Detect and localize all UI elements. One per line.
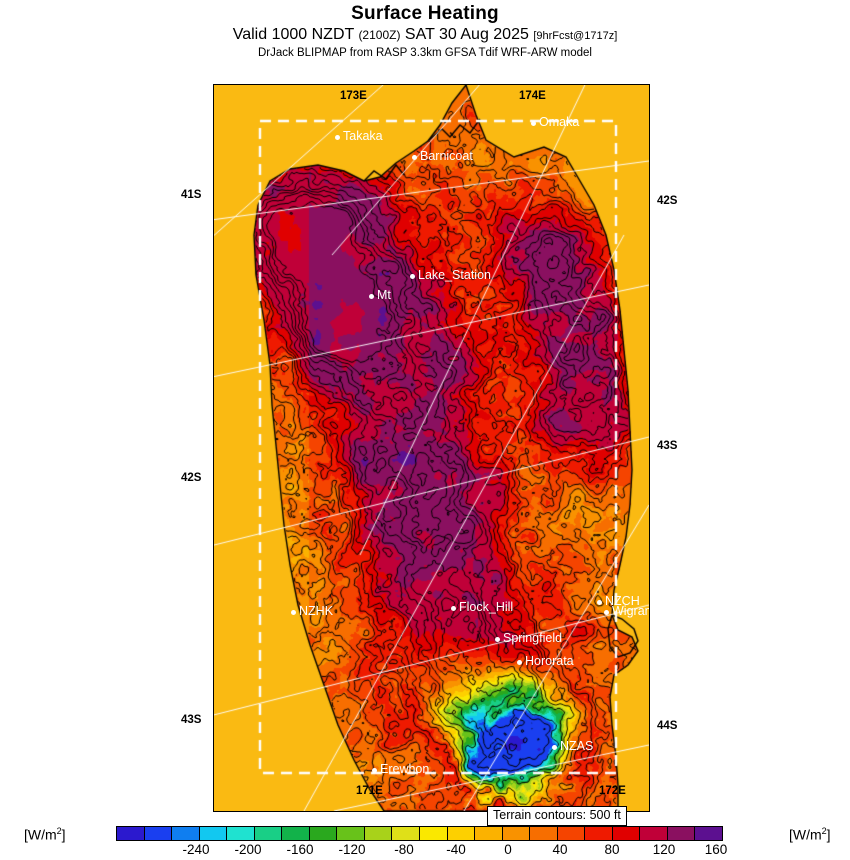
city-label: NZAS bbox=[560, 739, 594, 753]
city-label: Takaka bbox=[343, 129, 383, 143]
city-label: Springfield bbox=[503, 631, 563, 645]
graticule-label: 174E bbox=[519, 90, 546, 102]
valid-time-line: Valid 1000 NZDT (2100Z) SAT 30 Aug 2025 … bbox=[0, 25, 850, 46]
graticule-label: 173E bbox=[340, 90, 367, 102]
colorbar-swatch bbox=[254, 827, 283, 840]
colorbar-swatch bbox=[447, 827, 476, 840]
colorbar-tick: -240 bbox=[182, 842, 210, 857]
colorbar-swatch bbox=[392, 827, 421, 840]
city-label: Lake_Station bbox=[418, 268, 491, 282]
graticule-label: 171E bbox=[356, 785, 383, 797]
colorbar-swatch bbox=[667, 827, 696, 840]
colorbar-swatch bbox=[502, 827, 531, 840]
city-dot-icon bbox=[531, 121, 536, 126]
city-label: NZCH bbox=[605, 594, 640, 608]
city-label: Hororata bbox=[525, 654, 574, 668]
colorbar-swatch bbox=[640, 827, 668, 840]
colorbar-swatch bbox=[585, 827, 613, 840]
colorbar-tick: 80 bbox=[604, 842, 620, 857]
colorbar-swatch bbox=[199, 827, 228, 840]
city-dot-icon bbox=[369, 294, 374, 299]
lat-axis-label: 42S bbox=[181, 472, 202, 484]
chart-header: Surface Heating Valid 1000 NZDT (2100Z) … bbox=[0, 0, 850, 61]
colorbar-tick: 0 bbox=[504, 842, 512, 857]
city-dot-icon bbox=[335, 135, 340, 140]
colorbar-tick-labels: -240 -200 -160 -120 -80 -40 0 40 80 120 160 bbox=[0, 842, 850, 860]
colorbar-swatch bbox=[144, 827, 173, 840]
colorbar-swatch bbox=[475, 827, 503, 840]
colorbar-tick: -80 bbox=[394, 842, 414, 857]
colorbar-tick: -200 bbox=[234, 842, 262, 857]
graticule-label: 172E bbox=[599, 785, 626, 797]
city-dot-icon bbox=[604, 610, 609, 615]
colorbar-swatch bbox=[557, 827, 586, 840]
colorbar-tick: 160 bbox=[704, 842, 728, 857]
city-dot-icon bbox=[372, 768, 377, 773]
lat-axis-label: 44S bbox=[657, 720, 678, 732]
city-dot-icon bbox=[495, 637, 500, 642]
city-label: Omaka bbox=[539, 115, 580, 129]
colorbar-swatch bbox=[337, 827, 365, 840]
city-label: Mt bbox=[377, 288, 391, 302]
city-dot-icon bbox=[291, 610, 296, 615]
lat-axis-label: 43S bbox=[657, 440, 678, 452]
valid-time-prefix: Valid 1000 NZDT bbox=[232, 26, 354, 43]
valid-time-zulu: (2100Z) bbox=[358, 28, 401, 42]
map-overlay: 173E 174E 171E 172E Takaka Omaka Barnicoat Lake… bbox=[214, 85, 649, 811]
colorbar-swatch bbox=[282, 827, 310, 840]
model-line: DrJack BLIPMAP from RASP 3.3km GFSA Tdif… bbox=[257, 47, 592, 59]
lat-axis-label: 42S bbox=[657, 195, 678, 207]
colorbar-swatch bbox=[227, 827, 255, 840]
colorbar-tick: 40 bbox=[552, 842, 568, 857]
city-label: Barnicoat bbox=[420, 149, 473, 163]
colorbar: [W/m2] -240 -200 -160 -120 -80 -40 0 40 80 120 160… bbox=[0, 824, 850, 860]
surface-heating-heatmap bbox=[214, 85, 649, 811]
lat-axis-label: 41S bbox=[181, 189, 202, 201]
city-label: Wigram bbox=[612, 604, 649, 618]
map-plot-area: 173E 174E 171E 172E Takaka Omaka Barnicoat Lake… bbox=[213, 84, 650, 812]
city-dot-icon bbox=[597, 600, 602, 605]
valid-date: SAT 30 Aug 2025 bbox=[404, 26, 529, 43]
terrain-contour-note: Terrain contours: 500 ft bbox=[487, 806, 627, 826]
colorbar-gradient bbox=[116, 826, 723, 841]
colorbar-swatch bbox=[420, 827, 448, 840]
city-label: NZHK bbox=[299, 604, 334, 618]
colorbar-unit-right: [W/m2] bbox=[789, 826, 831, 843]
colorbar-tick: -40 bbox=[446, 842, 466, 857]
city-dot-icon bbox=[552, 745, 557, 750]
colorbar-swatch bbox=[530, 827, 558, 840]
colorbar-swatch bbox=[612, 827, 641, 840]
colorbar-tick: -160 bbox=[286, 842, 314, 857]
forecast-tag: [9hrFcst@1717z] bbox=[533, 30, 618, 42]
colorbar-tick: 120 bbox=[652, 842, 676, 857]
city-dot-icon bbox=[451, 606, 456, 611]
colorbar-swatch bbox=[309, 827, 338, 840]
colorbar-tick: -120 bbox=[338, 842, 366, 857]
page-title: Surface Heating bbox=[351, 3, 499, 24]
city-dot-icon bbox=[412, 155, 417, 160]
colorbar-swatch bbox=[364, 827, 393, 840]
city-label: Erewhon bbox=[380, 762, 430, 776]
city-dot-icon bbox=[410, 274, 415, 279]
colorbar-swatch bbox=[172, 827, 200, 840]
colorbar-unit-left: [W/m2] bbox=[24, 826, 66, 843]
city-label: Flock_Hill bbox=[459, 600, 514, 614]
lat-axis-label: 43S bbox=[181, 714, 202, 726]
city-dot-icon bbox=[517, 660, 522, 665]
colorbar-swatch bbox=[117, 827, 145, 840]
colorbar-swatch bbox=[695, 827, 723, 840]
